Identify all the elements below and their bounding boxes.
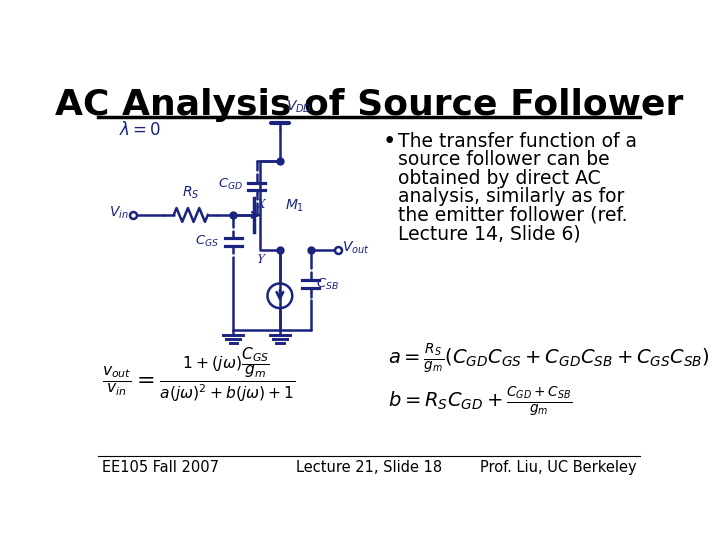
- Text: $C_{SB}$: $C_{SB}$: [315, 276, 338, 292]
- Text: •: •: [383, 130, 396, 153]
- Text: EE105 Fall 2007: EE105 Fall 2007: [102, 460, 219, 475]
- Text: $b = R_SC_{GD} + \frac{C_{GD} + C_{SB}}{g_m}$: $b = R_SC_{GD} + \frac{C_{GD} + C_{SB}}{…: [388, 384, 572, 418]
- Text: $\frac{v_{out}}{v_{in}} = \frac{1+(j\omega)\dfrac{C_{GS}}{g_m}}{a(j\omega)^2+b(j: $\frac{v_{out}}{v_{in}} = \frac{1+(j\ome…: [102, 346, 295, 405]
- Text: Lecture 21, Slide 18: Lecture 21, Slide 18: [296, 460, 442, 475]
- Text: $V_{out}$: $V_{out}$: [342, 240, 369, 256]
- Text: The transfer function of a: The transfer function of a: [398, 132, 637, 151]
- Text: $\lambda = 0$: $\lambda = 0$: [120, 122, 162, 139]
- Text: analysis, similarly as for: analysis, similarly as for: [398, 187, 625, 206]
- Text: Prof. Liu, UC Berkeley: Prof. Liu, UC Berkeley: [480, 460, 636, 475]
- Text: $a = \frac{R_S}{g_m}(C_{GD}C_{GS} + C_{GD}C_{SB} + C_{GS}C_{SB})$: $a = \frac{R_S}{g_m}(C_{GD}C_{GS} + C_{G…: [388, 342, 710, 375]
- Text: source follower can be: source follower can be: [398, 150, 610, 169]
- Text: the emitter follower (ref.: the emitter follower (ref.: [398, 206, 628, 225]
- Text: $C_{GS}$: $C_{GS}$: [195, 234, 220, 249]
- Text: $V_{in}$: $V_{in}$: [109, 205, 129, 221]
- Text: $C_{GD}$: $C_{GD}$: [217, 177, 243, 192]
- Text: $M_1$: $M_1$: [284, 197, 304, 213]
- Text: $R_S$: $R_S$: [182, 185, 199, 201]
- Text: $V_{DD}$: $V_{DD}$: [286, 98, 312, 115]
- Text: Lecture 14, Slide 6): Lecture 14, Slide 6): [398, 224, 581, 243]
- Text: Y: Y: [256, 253, 264, 266]
- Text: obtained by direct AC: obtained by direct AC: [398, 168, 601, 188]
- Text: X: X: [256, 199, 265, 211]
- Text: AC Analysis of Source Follower: AC Analysis of Source Follower: [55, 88, 683, 122]
